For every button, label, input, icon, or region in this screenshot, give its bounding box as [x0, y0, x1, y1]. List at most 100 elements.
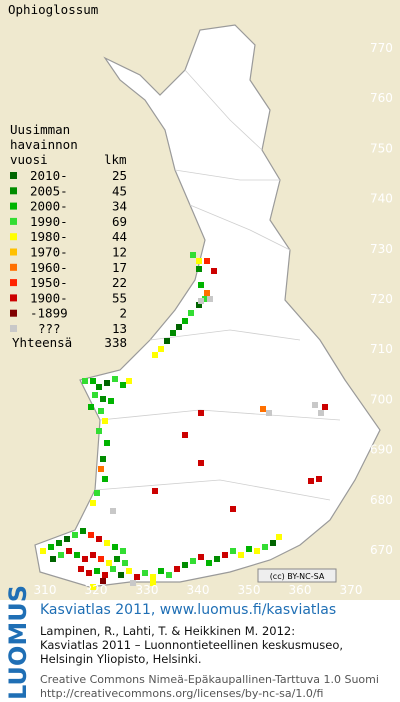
legend-count: 17 — [112, 260, 127, 275]
cell — [110, 566, 116, 572]
cell — [222, 552, 228, 558]
cell — [104, 440, 110, 446]
legend-heading: vuosi — [10, 152, 48, 167]
citation-line: Helsingin Yliopisto, Helsinki. — [40, 652, 202, 666]
cell — [182, 432, 188, 438]
legend-count: 69 — [112, 214, 127, 229]
cell — [98, 556, 104, 562]
y-label: 700 — [370, 392, 393, 406]
cell — [98, 466, 104, 472]
legend-count-heading: lkm — [104, 152, 127, 167]
license-line: Creative Commons Nimeä-Epäkaupallinen-Ta… — [40, 673, 379, 686]
legend-label: 2010- — [30, 168, 68, 183]
legend-label: 2005- — [30, 183, 68, 198]
legend-swatch — [10, 233, 17, 241]
citation-line: Kasviatlas 2011 – Luonnontieteellinen ke… — [40, 638, 343, 652]
cell — [94, 490, 100, 496]
cell — [112, 376, 118, 382]
cell — [72, 532, 78, 538]
cell — [182, 318, 188, 324]
cell — [98, 408, 104, 414]
x-label: 330 — [136, 583, 159, 597]
cell — [276, 534, 282, 540]
legend-label: 1970- — [30, 245, 68, 260]
y-label: 680 — [370, 493, 393, 507]
y-label: 690 — [370, 443, 393, 457]
map-title: Ophioglossum — [8, 2, 98, 17]
cell — [176, 324, 182, 330]
occurrence-cells — [40, 252, 328, 590]
cell — [134, 574, 140, 580]
legend-total: 338 — [104, 335, 127, 350]
y-label: 730 — [370, 242, 393, 256]
license-badge-box — [257, 568, 337, 583]
cell — [102, 476, 108, 482]
cell — [164, 338, 170, 344]
legend-label: 1900- — [30, 290, 68, 305]
cell — [230, 548, 236, 554]
cell — [211, 268, 217, 274]
legend-swatch — [10, 248, 17, 256]
legend-heading: Uusimman — [10, 122, 70, 137]
x-label: 310 — [34, 583, 57, 597]
cell — [56, 540, 62, 546]
cell — [110, 508, 116, 514]
cell — [126, 568, 132, 574]
y-label: 670 — [370, 543, 393, 557]
cell — [207, 296, 213, 302]
legend-heading: havainnon — [10, 137, 78, 152]
footer-link: Kasviatlas 2011, www.luomus.fi/kasviatla… — [40, 602, 336, 618]
cell — [120, 548, 126, 554]
cell — [206, 560, 212, 566]
cell — [48, 544, 54, 550]
cell — [246, 546, 252, 552]
cell — [88, 404, 94, 410]
cell — [58, 552, 64, 558]
cell — [190, 558, 196, 564]
cell — [322, 404, 328, 410]
cell — [152, 488, 158, 494]
x-label: 320 — [85, 583, 108, 597]
cell — [96, 536, 102, 542]
cell — [92, 392, 98, 398]
y-label: 760 — [370, 91, 393, 105]
legend-swatch — [10, 325, 17, 332]
cell — [78, 566, 84, 572]
cell — [112, 544, 118, 550]
legend-label: 1950- — [30, 275, 68, 290]
legend-count: 13 — [112, 321, 127, 336]
cell — [198, 460, 204, 466]
cell — [64, 536, 70, 542]
cell — [318, 410, 324, 416]
cell — [120, 382, 126, 388]
x-label: 370 — [340, 583, 363, 597]
cell — [150, 580, 156, 586]
cell — [100, 456, 106, 462]
x-label: 350 — [238, 583, 261, 597]
y-label: 750 — [370, 141, 393, 155]
cell — [126, 378, 132, 384]
cell — [196, 302, 202, 308]
cell — [196, 266, 202, 272]
cell — [198, 282, 204, 288]
cell — [88, 532, 94, 538]
legend-swatch — [10, 202, 17, 210]
x-label: 360 — [289, 583, 312, 597]
legend-swatch — [10, 263, 17, 271]
cell — [50, 556, 56, 562]
cell — [100, 396, 106, 402]
cell — [158, 568, 164, 574]
x-label: 340 — [187, 583, 210, 597]
legend-count: 55 — [112, 290, 127, 305]
cell — [312, 402, 318, 408]
cell — [90, 378, 96, 384]
legend-swatch — [10, 309, 17, 317]
legend-swatch — [10, 279, 17, 287]
cell — [102, 418, 108, 424]
cell — [202, 296, 208, 302]
cell — [74, 552, 80, 558]
cell — [90, 500, 96, 506]
y-label: 770 — [370, 41, 393, 55]
